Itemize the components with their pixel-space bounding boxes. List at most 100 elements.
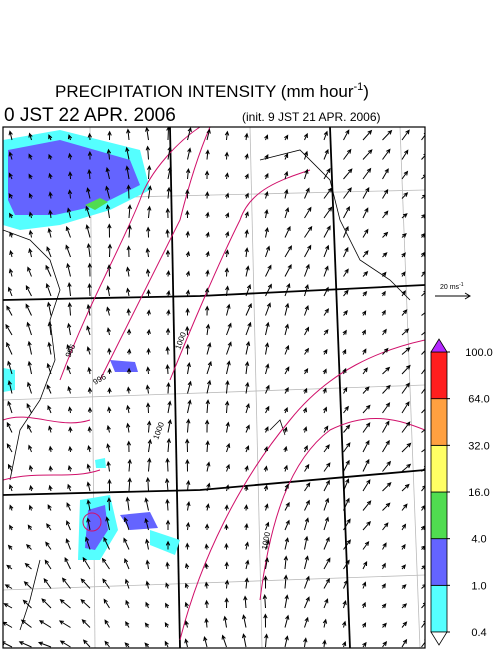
wind-arrow xyxy=(323,206,333,219)
colorbar-label: 100.0 xyxy=(465,347,493,359)
wind-arrow xyxy=(284,366,290,375)
wind-arrow xyxy=(401,382,410,394)
wind-arrow xyxy=(107,478,112,492)
wind-arrow xyxy=(86,499,91,511)
wind-arrow xyxy=(382,347,389,355)
wind-arrow xyxy=(67,189,73,199)
wind-arrow xyxy=(244,211,249,219)
wind-arrow xyxy=(303,387,308,394)
wind-arrow xyxy=(28,229,34,238)
wind-arrow xyxy=(362,149,373,160)
wind-arrow xyxy=(8,172,13,180)
wind-arrow xyxy=(304,616,309,628)
wind-arrow xyxy=(381,290,386,297)
wind-arrow xyxy=(401,271,406,277)
wind-arrow xyxy=(343,168,353,180)
wind-arrow xyxy=(27,266,32,277)
wind-arrow xyxy=(146,309,151,316)
wind-arrow xyxy=(146,420,152,433)
wind-arrow xyxy=(59,640,71,648)
wind-arrow xyxy=(382,641,388,648)
wind-arrow xyxy=(86,346,91,355)
wind-arrow xyxy=(146,347,151,355)
wind-arrow xyxy=(265,405,270,414)
wind-arrow xyxy=(304,347,310,355)
wind-arrow xyxy=(166,437,171,453)
wind-arrow xyxy=(401,638,408,648)
wind-arrow xyxy=(304,187,310,199)
wind-arrow xyxy=(87,445,92,453)
wind-arrow xyxy=(362,581,367,589)
wind-arrow xyxy=(68,426,73,433)
wind-arrow xyxy=(244,465,249,472)
wind-arrow xyxy=(381,583,386,589)
wind-arrow xyxy=(244,247,249,258)
wind-arrow xyxy=(342,641,347,648)
wind-arrow xyxy=(284,344,290,355)
wind-arrow xyxy=(165,602,170,609)
wind-arrow xyxy=(323,497,330,511)
wind-arrow xyxy=(165,498,170,511)
wind-arrow xyxy=(362,186,370,199)
wind-arrow xyxy=(284,323,290,336)
wind-arrow xyxy=(362,367,368,375)
wind-arrow xyxy=(343,187,352,199)
wind-arrow xyxy=(85,205,91,219)
wind-arrow xyxy=(303,368,309,375)
wind-arrow xyxy=(304,225,313,238)
wind-arrow xyxy=(205,149,210,160)
wind-arrow xyxy=(421,584,425,589)
valid-time: 0 JST 22 APR. 2006 xyxy=(4,105,176,126)
wind-arrow xyxy=(264,153,269,160)
wind-arrow xyxy=(7,463,13,472)
wind-arrow xyxy=(323,444,330,453)
wind-arrow xyxy=(265,321,270,336)
wind-arrow xyxy=(18,641,32,648)
wind-arrow xyxy=(362,520,371,531)
wind-arrow xyxy=(125,266,131,277)
wind-arrow xyxy=(204,523,210,531)
wind-arrow xyxy=(87,132,93,141)
wind-arrow xyxy=(106,424,111,433)
wind-arrow xyxy=(25,544,32,550)
wind-arrow xyxy=(323,286,329,297)
wind-arrow xyxy=(165,582,170,589)
wind-arrow xyxy=(382,210,389,219)
wind-arrow xyxy=(343,405,349,414)
wind-arrow xyxy=(224,249,230,258)
wind-arrow xyxy=(27,424,32,433)
wind-arrow xyxy=(123,516,130,531)
coastline xyxy=(3,149,411,631)
wind-arrow xyxy=(86,303,91,316)
wind-arrow xyxy=(264,172,269,180)
wind-arrow xyxy=(362,290,368,297)
wind-arrow xyxy=(322,618,328,628)
wind-arrow xyxy=(421,602,425,609)
wind-arrow xyxy=(186,418,191,433)
wind-arrow xyxy=(343,386,348,394)
wind-arrow xyxy=(204,170,210,180)
wind-arrow xyxy=(302,407,308,414)
wind-arrow xyxy=(28,247,33,258)
wind-arrow xyxy=(165,519,171,531)
wind-arrow xyxy=(187,147,192,160)
wind-arrow xyxy=(303,445,308,453)
wind-arrow xyxy=(263,484,269,492)
wind-arrow xyxy=(147,438,152,453)
wind-arrow xyxy=(244,229,249,238)
wind-arrow xyxy=(82,556,91,570)
wind-arrow xyxy=(127,204,132,219)
colorbar-label: 64.0 xyxy=(468,394,489,406)
wind-arrow xyxy=(303,150,309,160)
wind-arrow xyxy=(126,328,132,336)
wind-arrow xyxy=(284,245,292,258)
wind-arrow xyxy=(263,575,268,589)
wind-arrow xyxy=(144,622,150,628)
wind-arrow xyxy=(26,381,32,394)
wind-arrow xyxy=(185,458,190,472)
wind-arrow xyxy=(124,642,130,648)
wind-arrow xyxy=(206,342,212,355)
wind-arrow xyxy=(284,152,289,160)
wind-arrow xyxy=(102,578,110,589)
